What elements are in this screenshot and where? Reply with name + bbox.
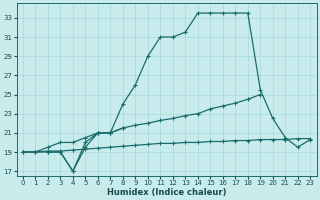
X-axis label: Humidex (Indice chaleur): Humidex (Indice chaleur) xyxy=(107,188,226,197)
